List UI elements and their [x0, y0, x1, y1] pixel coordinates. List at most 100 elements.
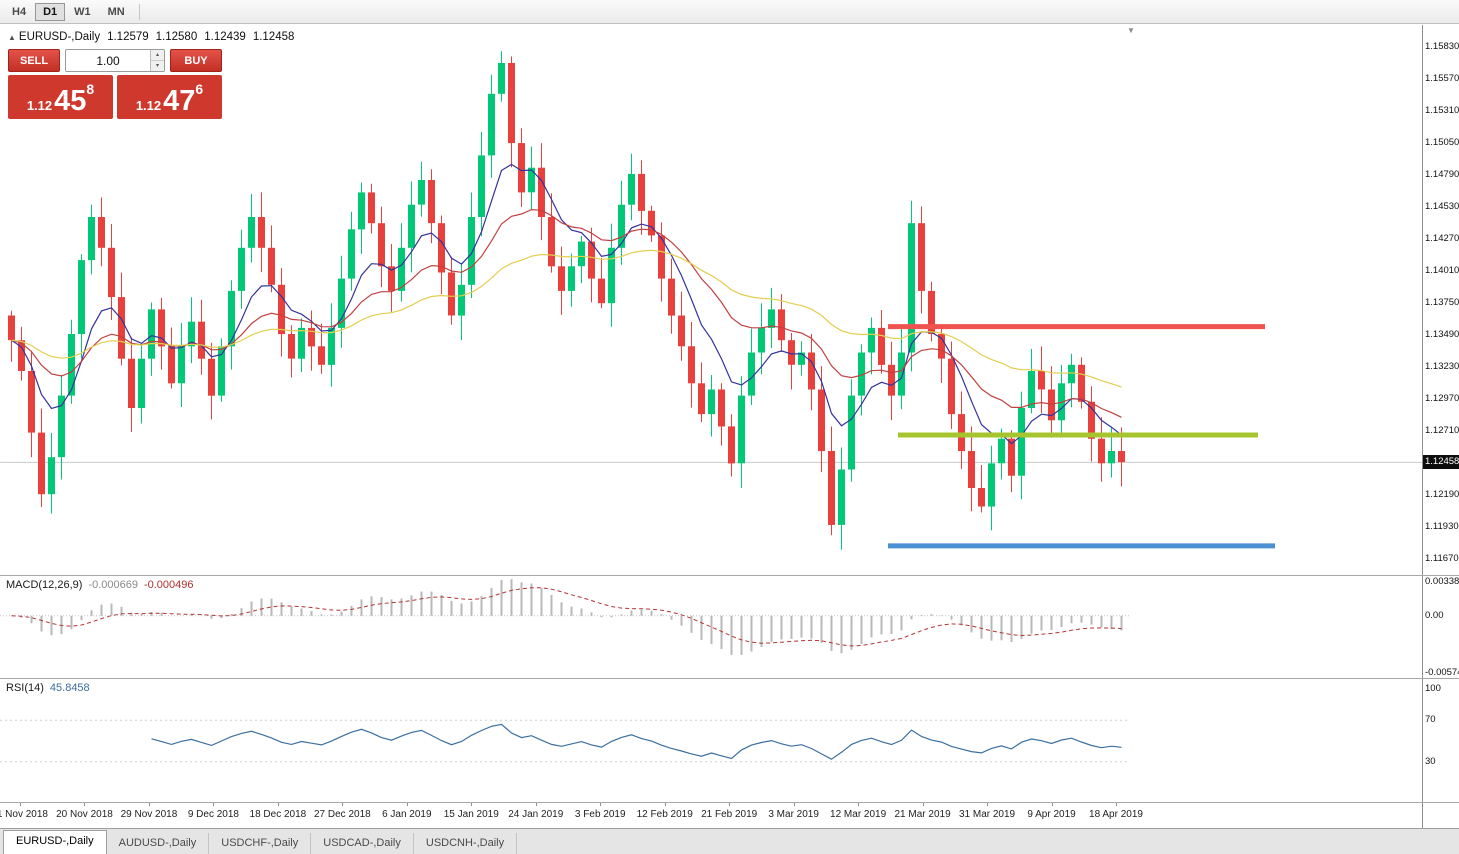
axis-label: 0.003386: [1425, 576, 1459, 587]
axis-label: 70: [1425, 714, 1436, 726]
symbol-marker-icon: ▲: [8, 33, 16, 42]
macd-panel-divider[interactable]: [0, 575, 1459, 576]
date-tick: [535, 803, 537, 806]
date-label: 20 Nov 2018: [56, 809, 113, 820]
current-price-tag: 1.12458: [1423, 455, 1459, 470]
axis-label: 1.13230: [1425, 361, 1459, 373]
timeframe-button-d1[interactable]: D1: [35, 2, 66, 21]
macd-label: MACD(12,26,9) -0.000669 -0.000496: [6, 579, 194, 591]
chart-shift-marker-icon[interactable]: ▼: [1127, 26, 1135, 35]
date-tick: [1116, 803, 1117, 806]
axis-label: 1.14010: [1425, 265, 1459, 277]
date-tick: [600, 803, 602, 806]
axis-label: 1.15830: [1425, 41, 1459, 52]
sell-price-large: 45: [54, 85, 87, 117]
date-label: 18 Apr 2019: [1089, 809, 1143, 820]
axis-label: 1.14270: [1425, 233, 1459, 245]
date-label: 29 Nov 2018: [120, 809, 178, 820]
chart-tab-usdcnh[interactable]: USDCNH-,Daily: [414, 833, 518, 854]
date-label: 11 Nov 2018: [0, 809, 48, 820]
timeframe-button-mn[interactable]: MN: [100, 3, 133, 21]
date-label: 9 Apr 2019: [1027, 809, 1076, 820]
date-label: 12 Feb 2019: [636, 809, 693, 820]
date-tick: [729, 803, 731, 806]
chart-tab-usdchf[interactable]: USDCHF-,Daily: [209, 833, 312, 854]
date-label: 27 Dec 2018: [313, 809, 371, 820]
volume-stepper: ▴ ▾: [65, 49, 165, 72]
buy-button[interactable]: BUY: [170, 49, 222, 72]
sell-button[interactable]: SELL: [8, 49, 60, 72]
date-tick: [84, 803, 86, 806]
macd-signal-value: -0.000496: [143, 579, 194, 591]
axis-label: -0.00574: [1425, 667, 1459, 678]
axis-label: 1.13490: [1425, 329, 1459, 341]
rsi-label: RSI(14) 45.8458: [6, 682, 90, 694]
date-tick: [342, 803, 344, 806]
date-tick: [471, 803, 473, 806]
rsi-panel[interactable]: RSI(14) 45.8458: [0, 679, 1422, 802]
macd-chart[interactable]: [0, 576, 1422, 678]
timeframe-button-h4[interactable]: H4: [4, 3, 34, 21]
date-label: 24 Jan 2019: [508, 809, 564, 820]
timeframe-button-w1[interactable]: W1: [66, 3, 99, 21]
date-tick: [148, 803, 150, 806]
date-axis-divider: [0, 802, 1459, 803]
date-tick: [213, 803, 215, 806]
candlestick-chart[interactable]: [0, 25, 1422, 575]
axis-label: 1.12710: [1425, 425, 1459, 437]
axis-label: 1.11930: [1425, 521, 1459, 533]
date-tick: [277, 803, 279, 806]
macd-main-value: -0.000669: [88, 579, 138, 591]
date-label: 21 Feb 2019: [701, 809, 758, 820]
rsi-value: 45.8458: [49, 682, 90, 694]
axis-label: 1.12190: [1425, 489, 1459, 501]
date-label: 6 Jan 2019: [382, 809, 432, 820]
date-tick: [793, 803, 795, 806]
date-label: 12 Mar 2019: [830, 809, 887, 820]
chart-symbol-label: EURUSD-,Daily: [18, 31, 101, 43]
volume-spinner: ▴ ▾: [150, 50, 164, 71]
macd-panel[interactable]: MACD(12,26,9) -0.000669 -0.000496: [0, 576, 1422, 678]
rsi-title: RSI(14): [6, 682, 44, 694]
date-axis[interactable]: 11 Nov 2018 20 Nov 2018 29 Nov 2018 9 Dec 2…: [0, 803, 1422, 828]
date-tick: [1051, 803, 1053, 806]
chart-tab-usdcad[interactable]: USDCAD-,Daily: [311, 833, 414, 854]
chart-tab-eurusd[interactable]: EURUSD-,Daily: [3, 830, 107, 854]
axis-label: 100: [1425, 683, 1441, 694]
date-label: 31 Mar 2019: [958, 809, 1016, 820]
sell-price-sup: 8: [86, 81, 95, 97]
date-label: 3 Mar 2019: [768, 809, 819, 820]
date-tick: [406, 803, 408, 806]
rsi-panel-divider[interactable]: [0, 678, 1459, 679]
axis-label: 1.11670: [1425, 553, 1459, 565]
date-tick: [664, 803, 666, 806]
date-tick: [858, 803, 860, 806]
rsi-chart[interactable]: [0, 679, 1422, 802]
date-label: 18 Dec 2018: [249, 809, 307, 820]
price-axis[interactable]: 1.15830 1.15570 1.15310 1.15050 1.14790 1.145…: [1422, 25, 1459, 828]
chart-tab-bar: EURUSD-,Daily AUDUSD-,Daily USDCHF-,Daily U…: [0, 828, 1459, 854]
date-tick: [987, 803, 989, 806]
sell-price-display[interactable]: 1.12 45 8: [8, 75, 113, 119]
buy-price-large: 47: [163, 85, 196, 117]
buy-price-small: 1.12: [135, 98, 162, 113]
main-chart-panel[interactable]: ▲ EURUSD-,Daily 1.12579 1.12580 1.12439 1.124…: [0, 25, 1422, 575]
macd-title: MACD(12,26,9): [6, 579, 83, 591]
axis-label: 1.13750: [1425, 297, 1459, 309]
axis-label: 1.14530: [1425, 201, 1459, 213]
timeframe-toolbar: H4 D1 W1 MN: [0, 0, 1459, 24]
sell-price-small: 1.12: [26, 98, 53, 113]
volume-input[interactable]: [66, 50, 150, 71]
volume-decrease-icon[interactable]: ▾: [151, 61, 164, 71]
chart-tab-audusd[interactable]: AUDUSD-,Daily: [107, 833, 210, 854]
toolbar-separator: [138, 3, 140, 20]
volume-increase-icon[interactable]: ▴: [151, 50, 164, 61]
ohlc-high-value: 1.12580: [155, 31, 198, 43]
ohlc-open-value: 1.12579: [107, 31, 149, 43]
axis-label: 1.14790: [1425, 169, 1459, 181]
axis-label: 1.15570: [1425, 73, 1459, 85]
buy-price-display[interactable]: 1.12 47 6: [117, 75, 222, 119]
chart-header: ▲ EURUSD-,Daily 1.12579 1.12580 1.12439 1.124…: [8, 31, 294, 43]
